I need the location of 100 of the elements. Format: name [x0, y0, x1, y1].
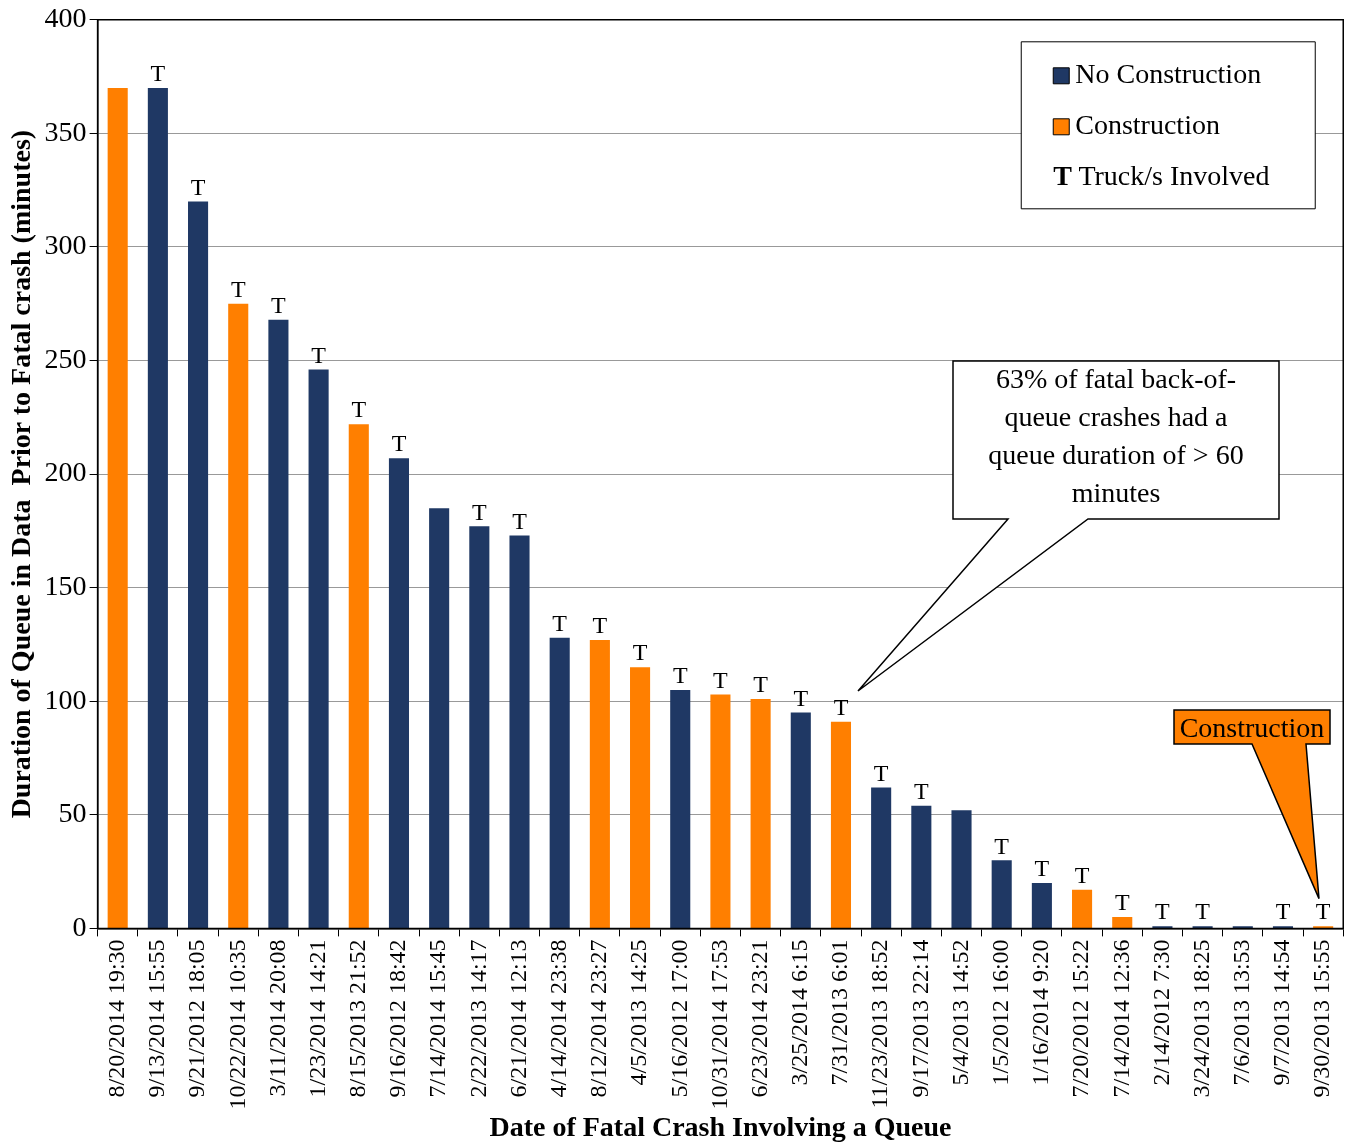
data-label: T: [1155, 898, 1171, 925]
callout-box: 63% of fatal back-of-queue crashes had a queue duration of > 60 minutes: [855, 358, 1281, 693]
data-label: T: [1195, 898, 1211, 925]
x-tick-label: 4/14/2014 23:38: [544, 939, 571, 1098]
bar: [710, 694, 731, 928]
x-tick-label: 7/31/2013 6:01: [826, 939, 853, 1086]
bar: [1031, 882, 1052, 928]
y-tick-label: 300: [44, 229, 87, 261]
x-tick-label: 5/4/2013 14:52: [946, 939, 973, 1086]
bar: [991, 860, 1012, 928]
data-label: T: [1275, 898, 1291, 925]
bar: [188, 201, 209, 928]
x-tick-label: 5/16/2012 17:00: [665, 939, 692, 1098]
bar: [1112, 917, 1133, 928]
data-label: T: [230, 276, 246, 303]
bar: [630, 667, 651, 928]
data-label: T: [552, 609, 568, 636]
x-tick-label: 7/6/2013 13:53: [1228, 939, 1255, 1086]
x-tick-label: 6/21/2014 12:13: [504, 939, 531, 1098]
x-tick-label: 7/14/2014 12:36: [1107, 939, 1134, 1098]
data-label: T: [672, 662, 688, 689]
bar: [348, 424, 369, 928]
bar: [951, 810, 972, 928]
data-label: T: [351, 396, 367, 423]
data-label: T: [873, 759, 889, 786]
bar: [589, 639, 610, 928]
x-tick-label: 7/14/2014 15:45: [424, 939, 451, 1098]
y-tick-label: 400: [44, 2, 87, 34]
bar: [228, 303, 249, 928]
x-tick-label: 9/16/2012 18:42: [384, 939, 411, 1098]
annotation: T Truck/s Involved: [1053, 160, 1270, 192]
callout-tag: Construction: [1172, 707, 1333, 901]
data-label: T: [271, 291, 287, 318]
y-axis-title: Duration of Queue in Data Prior to Fatal crash (minutes): [5, 129, 37, 819]
bar: [911, 805, 932, 928]
x-tick-label: 1/16/2014 9:20: [1027, 939, 1054, 1086]
bar: [429, 508, 450, 928]
data-label: T: [833, 693, 849, 720]
x-tick-label: 6/23/2014 23:21: [745, 939, 772, 1098]
y-tick-label: 0: [72, 910, 87, 942]
x-tick-label: 3/11/2014 20:08: [263, 939, 290, 1097]
x-tick-label: 1/23/2014 14:21: [303, 939, 330, 1098]
annotation: Construction: [1179, 712, 1325, 744]
data-label: T: [753, 671, 769, 698]
legend-label: Construction: [1075, 109, 1220, 141]
x-axis-title: Date of Fatal Crash Involving a Queue: [489, 1111, 952, 1143]
bar: [790, 712, 811, 928]
data-label: T: [793, 684, 809, 711]
bar: [308, 369, 329, 928]
x-tick-label: 2/14/2012 7:30: [1147, 939, 1174, 1086]
data-label: T: [190, 173, 206, 200]
data-label: T: [1315, 898, 1331, 925]
data-label: T: [994, 832, 1010, 859]
x-tick-label: 8/20/2014 19:30: [102, 939, 129, 1098]
data-label: T: [311, 341, 327, 368]
bar: [871, 787, 892, 928]
y-tick-label: 350: [44, 115, 87, 147]
legend-label: No Construction: [1075, 58, 1262, 90]
data-label: T: [914, 778, 929, 805]
data-label: T: [632, 639, 648, 666]
data-label: T: [1034, 855, 1050, 882]
bar: [830, 721, 852, 928]
data-label: T: [1114, 889, 1130, 916]
y-tick-label: 250: [44, 342, 87, 374]
y-tick-label: 50: [58, 797, 87, 829]
bar: [147, 87, 168, 928]
data-label: T: [592, 612, 608, 639]
y-tick-label: 150: [44, 570, 87, 602]
x-tick-label: 9/7/2013 14:54: [1268, 939, 1295, 1086]
x-tick-label: 11/23/2013 18:52: [866, 939, 893, 1109]
x-tick-label: 3/25/2014 6:15: [786, 939, 813, 1086]
x-tick-label: 9/21/2012 18:05: [183, 939, 210, 1098]
bar: [750, 698, 771, 928]
data-label: T: [150, 60, 166, 87]
data-label: T: [391, 430, 407, 457]
bar: [469, 526, 490, 928]
x-tick-label: 10/22/2014 10:35: [223, 939, 250, 1110]
x-tick-label: 9/17/2013 22:14: [906, 939, 933, 1098]
x-tick-label: 9/13/2014 15:55: [143, 939, 170, 1098]
bar: [107, 87, 128, 928]
x-tick-label: 10/31/2014 17:53: [705, 939, 732, 1110]
x-tick-label: 3/24/2013 18:25: [1187, 939, 1214, 1098]
bar: [1072, 889, 1093, 928]
x-tick-label: 7/20/2012 15:22: [1067, 939, 1094, 1098]
y-tick-label: 100: [44, 683, 87, 715]
x-tick-label: 9/30/2013 15:55: [1308, 939, 1335, 1098]
bar: [670, 689, 691, 928]
bar: [388, 458, 410, 928]
x-tick-label: 2/22/2013 14:17: [464, 939, 491, 1098]
bar: [549, 637, 570, 928]
data-label: T: [471, 498, 487, 525]
data-label: T: [512, 507, 528, 534]
data-label: T: [1074, 862, 1090, 889]
x-tick-label: 4/5/2013 14:25: [625, 939, 652, 1086]
x-tick-label: 8/12/2014 23:27: [585, 939, 612, 1098]
x-tick-label: 1/5/2012 16:00: [986, 939, 1013, 1086]
bar: [509, 535, 530, 928]
data-label: T: [713, 666, 729, 693]
annotation: 63% of fatal back-of-queue crashes had a queue duration of > 60 minutes: [987, 363, 1244, 509]
y-tick-label: 200: [44, 456, 87, 488]
